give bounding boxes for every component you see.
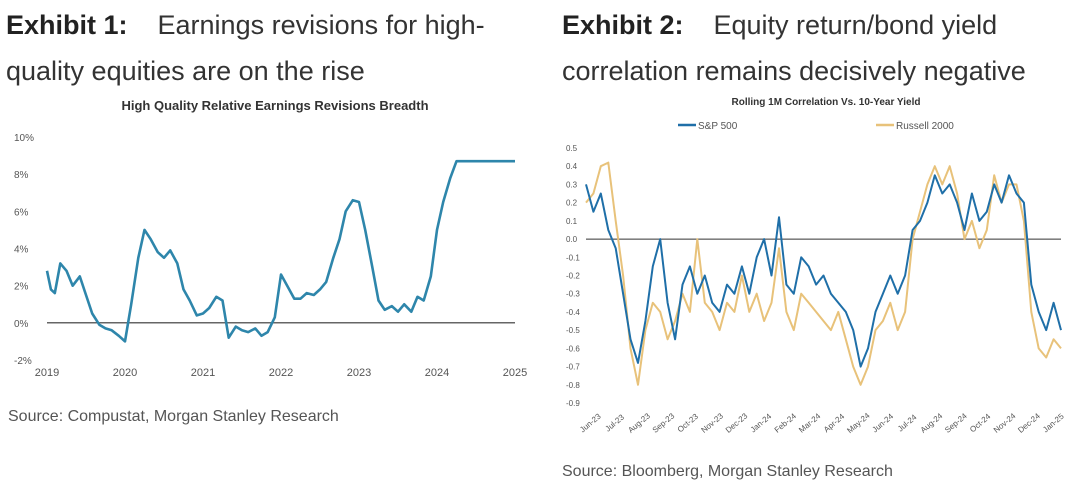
revisions-breadth-line bbox=[45, 159, 515, 343]
x-tick-label: Mar-24 bbox=[797, 411, 823, 435]
y-tick-label: -0.1 bbox=[566, 253, 580, 262]
x-tick-label: May-24 bbox=[845, 411, 872, 435]
x-tick-label: Jul-23 bbox=[604, 412, 627, 433]
y-tick-label: -0.8 bbox=[566, 381, 580, 390]
y-tick-label: 0.1 bbox=[566, 217, 578, 226]
x-tick-label: 2020 bbox=[113, 367, 137, 379]
x-tick-label: Nov-24 bbox=[992, 411, 1018, 435]
x-tick-label: Dec-23 bbox=[724, 411, 750, 435]
russell2000-line bbox=[585, 161, 1062, 386]
x-tick-label: 2021 bbox=[191, 367, 215, 379]
correlation-chart: Rolling 1M Correlation Vs. 10-Year Yield… bbox=[566, 97, 1066, 435]
y-tick-label: -2% bbox=[14, 356, 32, 367]
y-tick-label: 0% bbox=[14, 319, 29, 330]
x-tick-label: 2024 bbox=[425, 367, 449, 379]
legend-label: Russell 2000 bbox=[896, 121, 954, 132]
y-tick-label: -0.4 bbox=[566, 308, 580, 317]
y-tick-label: -0.3 bbox=[566, 290, 580, 299]
y-tick-label: -0.5 bbox=[566, 326, 580, 335]
x-tick-label: Oct-24 bbox=[968, 412, 993, 435]
x-tick-label: 2023 bbox=[347, 367, 371, 379]
exhibit-1-panel: Exhibit 1: Earnings revisions for high-qu… bbox=[0, 0, 540, 493]
earnings-revisions-chart: High Quality Relative Earnings Revisions… bbox=[14, 98, 527, 379]
exhibit-2-heading: Exhibit 2: Equity return/bond yield corre… bbox=[562, 2, 1081, 94]
x-tick-label: Sep-23 bbox=[651, 411, 677, 435]
exhibit-1-title: Earnings revisions for high-quality equi… bbox=[6, 10, 485, 86]
x-tick-label: 2022 bbox=[269, 367, 293, 379]
y-tick-label: -0.2 bbox=[566, 272, 580, 281]
x-tick-label: 2019 bbox=[35, 367, 59, 379]
y-tick-label: 2% bbox=[14, 282, 29, 293]
legend-label: S&P 500 bbox=[698, 121, 738, 132]
sp500-line bbox=[585, 174, 1062, 368]
y-tick-label: 0.2 bbox=[566, 199, 578, 208]
x-tick-label: Jan-25 bbox=[1041, 411, 1066, 434]
y-tick-label: 0.4 bbox=[566, 162, 578, 171]
x-tick-label: Jul-24 bbox=[896, 412, 919, 433]
y-tick-label: -0.6 bbox=[566, 344, 580, 353]
y-tick-label: 0.0 bbox=[566, 235, 578, 244]
chart-1-title: High Quality Relative Earnings Revisions… bbox=[121, 98, 428, 113]
y-tick-label: 0.5 bbox=[566, 144, 578, 153]
x-tick-label: Dec-24 bbox=[1016, 411, 1042, 435]
x-tick-label: Aug-23 bbox=[626, 411, 652, 435]
x-tick-label: Nov-23 bbox=[699, 411, 725, 435]
x-tick-label: Jan-24 bbox=[749, 411, 774, 434]
y-tick-label: 0.3 bbox=[566, 180, 578, 189]
exhibit-1-label: Exhibit 1: bbox=[6, 10, 128, 40]
x-tick-label: Aug-24 bbox=[919, 411, 945, 435]
x-tick-label: Jun-24 bbox=[871, 411, 896, 434]
y-tick-label: 8% bbox=[14, 170, 29, 181]
y-tick-label: 10% bbox=[14, 133, 34, 144]
x-tick-label: 2025 bbox=[503, 367, 527, 379]
exhibit-1-source: Source: Compustat, Morgan Stanley Resear… bbox=[8, 408, 339, 425]
exhibit-2-title: Equity return/bond yield correlation rem… bbox=[562, 10, 1026, 86]
y-tick-label: 4% bbox=[14, 245, 29, 256]
chart-2-title: Rolling 1M Correlation Vs. 10-Year Yield bbox=[732, 97, 921, 108]
x-tick-label: Apr-24 bbox=[822, 412, 847, 435]
y-tick-label: 6% bbox=[14, 207, 29, 218]
exhibit-2-source: Source: Bloomberg, Morgan Stanley Resear… bbox=[562, 463, 893, 480]
y-tick-label: -0.9 bbox=[566, 399, 580, 408]
exhibit-1-heading: Exhibit 1: Earnings revisions for high-qu… bbox=[6, 2, 526, 94]
y-tick-label: -0.7 bbox=[566, 363, 580, 372]
x-tick-label: Feb-24 bbox=[773, 411, 799, 435]
x-tick-label: Oct-23 bbox=[676, 412, 701, 435]
x-tick-label: Sep-24 bbox=[943, 411, 969, 435]
x-tick-label: Jun-23 bbox=[578, 411, 603, 434]
exhibit-2-label: Exhibit 2: bbox=[562, 10, 684, 40]
exhibit-2-panel: Exhibit 2: Equity return/bond yield corre… bbox=[556, 0, 1081, 493]
